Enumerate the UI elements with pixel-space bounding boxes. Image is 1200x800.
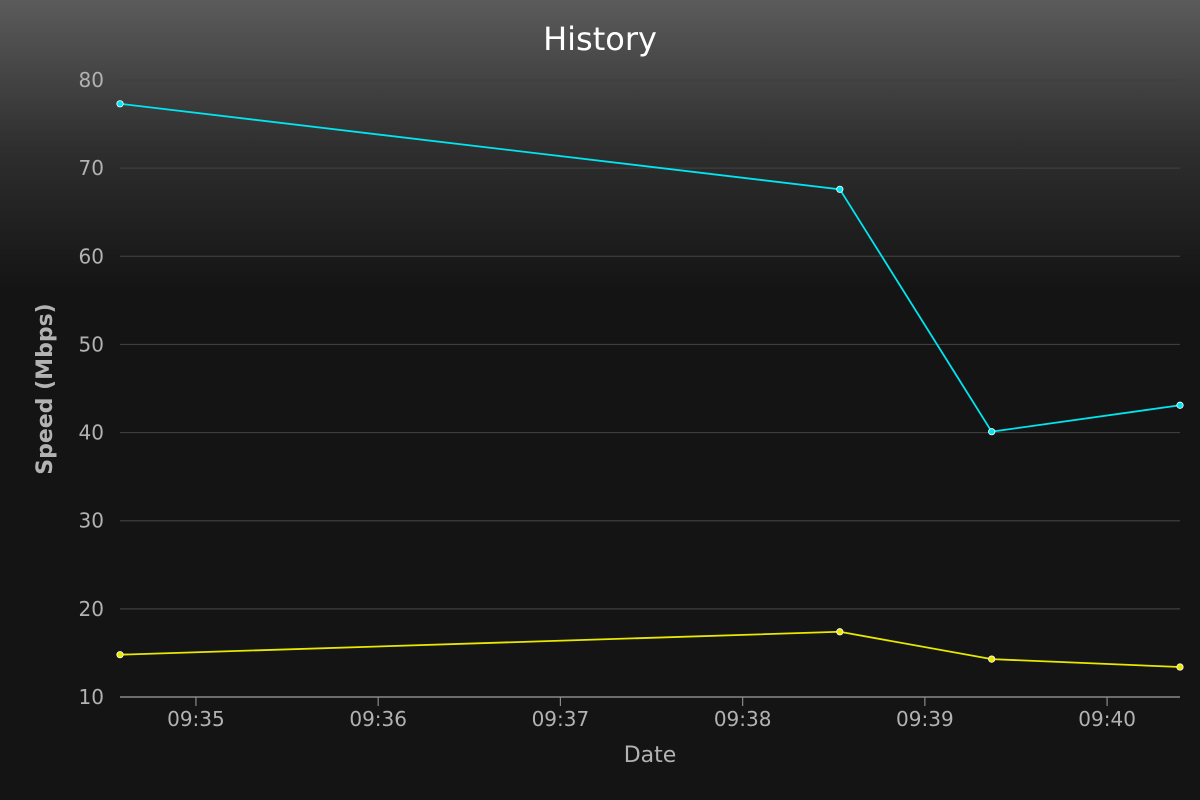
series-1-point[interactable]: [988, 428, 996, 436]
y-tick-label: 70: [79, 156, 104, 180]
y-tick-label: 10: [79, 685, 104, 709]
series-2-line: [119, 630, 1181, 668]
y-axis-ticks: 10 20 30 40 50 60 70 80: [79, 68, 104, 709]
series-2-point[interactable]: [116, 651, 124, 659]
series-1-line: [119, 102, 1181, 433]
series-1-point[interactable]: [836, 185, 844, 193]
y-tick-label: 50: [79, 332, 104, 356]
x-axis-label: Date: [624, 743, 677, 768]
x-tick-label: 09:40: [1078, 707, 1136, 731]
x-tick-label: 09:36: [349, 707, 407, 731]
y-tick-label: 40: [79, 421, 104, 445]
x-tick-label: 09:35: [167, 707, 225, 731]
series-2-point[interactable]: [1176, 663, 1184, 671]
y-tick-label: 20: [79, 597, 104, 621]
y-tick-label: 60: [79, 244, 104, 268]
chart-title: History: [543, 20, 657, 58]
x-axis-ticks: 09:35 09:36 09:37 09:38 09:39 09:40: [167, 697, 1136, 731]
x-tick-label: 09:37: [532, 707, 590, 731]
series-group: [116, 100, 1184, 671]
y-tick-label: 80: [79, 68, 104, 92]
series-1-point[interactable]: [116, 100, 124, 108]
x-tick-label: 09:38: [714, 707, 772, 731]
gridlines: [120, 79, 1180, 698]
series-2-point[interactable]: [988, 655, 996, 663]
series-2-point[interactable]: [836, 628, 844, 636]
y-tick-label: 30: [79, 509, 104, 533]
y-axis-label: Speed (Mbps): [33, 303, 58, 474]
series-1-point[interactable]: [1176, 401, 1184, 409]
x-tick-label: 09:39: [896, 707, 954, 731]
